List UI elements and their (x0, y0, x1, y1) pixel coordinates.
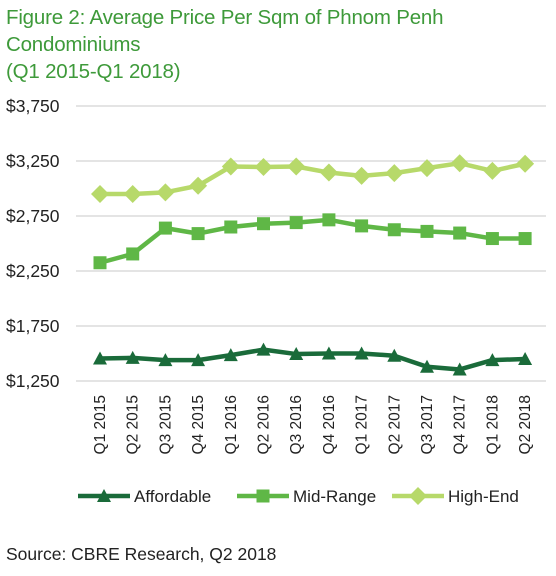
point-high-end-q4-2015 (189, 176, 208, 195)
point-mid-range-q3-2015 (158, 221, 172, 235)
point-high-end-q1-2018 (483, 161, 502, 180)
point-affordable-q3-2015 (158, 353, 173, 367)
point-high-end-q1-2016 (221, 157, 240, 176)
legend-item-high-end: High-End (392, 487, 519, 506)
point-affordable-q2-2015 (125, 350, 140, 364)
point-high-end-q1-2015 (91, 185, 109, 203)
point-affordable-q2-2016 (256, 342, 271, 356)
point-affordable-q1-2016 (223, 348, 238, 362)
point-high-end-q2-2018 (516, 154, 535, 173)
point-mid-range-q1-2015 (93, 256, 107, 270)
legend-label-high-end: High-End (448, 487, 519, 506)
x-tick-label-q3-2017: Q3 2017 (419, 395, 436, 454)
point-affordable-q2-2017 (387, 348, 402, 362)
y-tick-label-1750: $1,750 (6, 316, 60, 336)
x-tick-label-q4-2016: Q4 2016 (321, 395, 338, 454)
point-affordable-q4-2016 (321, 346, 336, 360)
legend-marker-high-end (409, 487, 427, 505)
chart-title: Figure 2: Average Price Per Sqm of Phnom… (6, 4, 551, 85)
legend-marker-mid-range (256, 489, 270, 503)
point-high-end-q4-2017 (450, 154, 469, 173)
x-axis-labels: Q1 2015 Q2 2015 Q3 2015 Q4 2015 Q1 2016 Q2 20… (92, 395, 534, 454)
series-affordable (93, 342, 533, 376)
point-mid-range-q3-2016 (289, 216, 303, 230)
x-tick-label-q2-2015: Q2 2015 (125, 395, 142, 454)
y-tick-label-2750: $2,750 (6, 206, 60, 226)
legend-label-mid-range: Mid-Range (293, 487, 376, 506)
point-affordable-q3-2017 (420, 359, 434, 373)
y-tick-label-2250: $2,250 (6, 261, 60, 281)
point-high-end-q3-2017 (418, 159, 436, 178)
x-tick-label-q4-2017: Q4 2017 (452, 395, 469, 454)
x-tick-label-q3-2016: Q3 2016 (288, 395, 305, 454)
point-high-end-q4-2016 (319, 163, 338, 182)
legend-item-mid-range: Mid-Range (237, 487, 376, 506)
legend: Affordable Mid-Range High-End (78, 487, 519, 506)
point-mid-range-q2-2015 (126, 247, 140, 261)
source-note: Source: CBRE Research, Q2 2018 (6, 544, 277, 564)
point-affordable-q3-2016 (289, 347, 304, 361)
legend-item-affordable: Affordable (78, 487, 211, 506)
legend-label-affordable: Affordable (134, 487, 211, 506)
point-mid-range-q2-2016 (257, 217, 270, 231)
point-high-end-q2-2015 (123, 185, 142, 203)
point-mid-range-q4-2017 (453, 226, 467, 240)
point-affordable-q2-2018 (518, 352, 533, 365)
point-mid-range-q2-2017 (387, 223, 401, 237)
point-mid-range-q4-2016 (322, 213, 336, 227)
x-tick-label-q2-2016: Q2 2016 (256, 395, 273, 454)
y-tick-label-1250: $1,250 (6, 371, 60, 391)
series-group (91, 154, 535, 376)
point-affordable-q1-2017 (354, 346, 369, 360)
point-mid-range-q4-2015 (191, 227, 205, 241)
chart-title-line-1: Figure 2: Average Price Per Sqm of Phnom… (6, 6, 444, 56)
x-tick-label-q1-2015: Q1 2015 (92, 395, 109, 454)
x-tick-label-q1-2016: Q1 2016 (223, 395, 240, 454)
x-tick-label-q2-2017: Q2 2017 (386, 395, 403, 454)
point-high-end-q2-2016 (254, 158, 273, 177)
point-high-end-q3-2016 (287, 157, 306, 176)
x-tick-label-q2-2018: Q2 2018 (517, 395, 534, 454)
y-tick-label-3750: $3,750 (6, 96, 60, 116)
y-tick-label-3250: $3,250 (6, 151, 60, 171)
chart-title-line-2: (Q1 2015-Q1 2018) (6, 60, 181, 83)
y-axis-labels: $1,250 $1,750 $2,250 $2,750 $3,250 $3,750 (6, 96, 60, 391)
point-mid-range-q2-2018 (518, 232, 532, 246)
x-tick-label-q3-2015: Q3 2015 (157, 395, 174, 454)
gridlines (76, 105, 546, 382)
series-line-affordable (99, 347, 526, 372)
point-mid-range-q1-2017 (355, 219, 369, 233)
point-high-end-q1-2017 (352, 166, 371, 185)
point-affordable-q4-2017 (452, 362, 467, 376)
legend-marker-affordable (97, 489, 111, 502)
x-tick-label-q4-2015: Q4 2015 (190, 395, 207, 454)
point-high-end-q3-2015 (156, 183, 175, 202)
point-affordable-q4-2015 (191, 353, 206, 367)
series-mid-range (93, 213, 532, 270)
x-tick-label-q1-2017: Q1 2017 (354, 395, 371, 454)
point-affordable-q1-2015 (93, 351, 107, 365)
series-high-end (91, 154, 535, 203)
point-mid-range-q1-2016 (224, 220, 238, 234)
point-affordable-q1-2018 (485, 353, 500, 367)
point-high-end-q2-2017 (385, 164, 404, 183)
point-mid-range-q1-2018 (485, 232, 499, 246)
point-mid-range-q3-2017 (420, 224, 434, 238)
x-tick-label-q1-2018: Q1 2018 (484, 395, 501, 454)
